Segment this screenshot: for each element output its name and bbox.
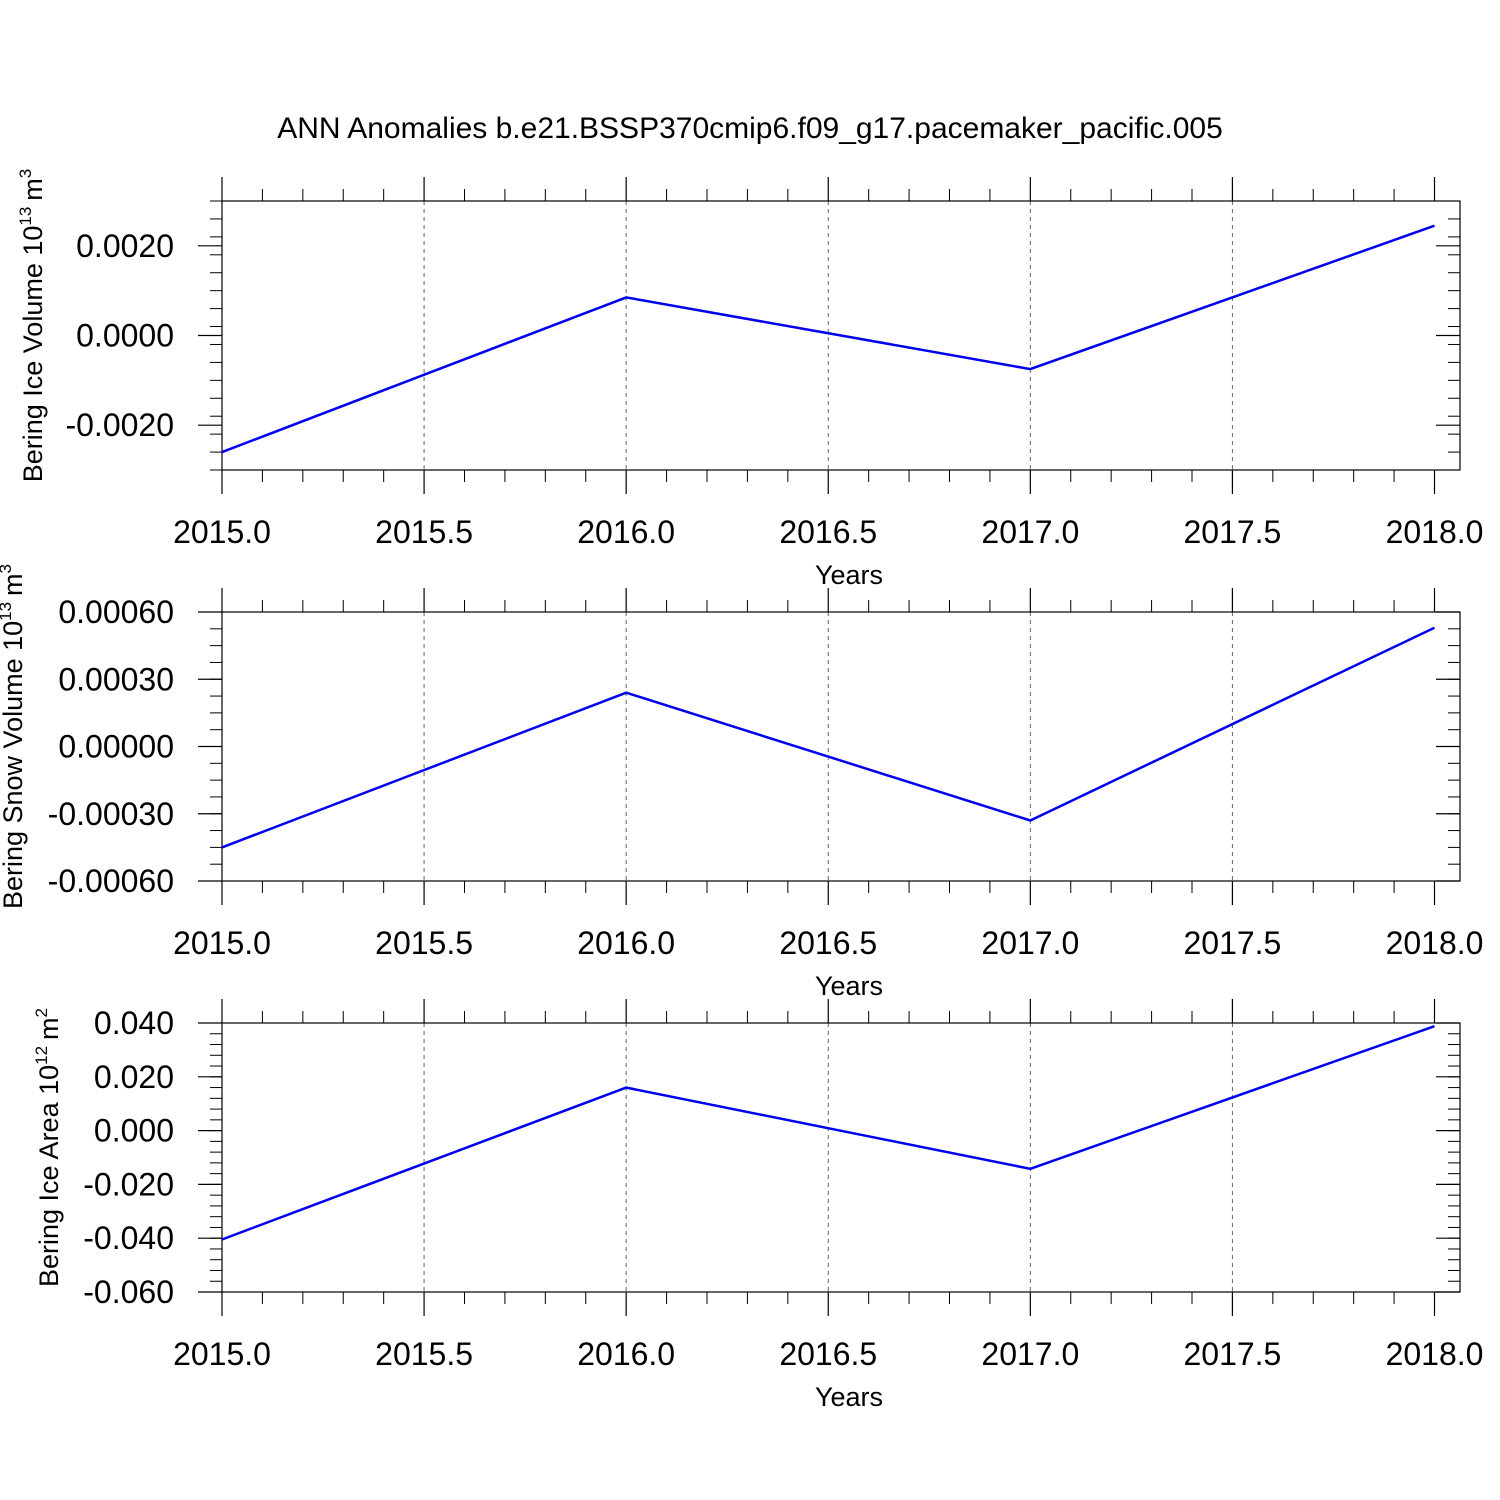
x-tick-label: 2016.0 [577, 514, 675, 550]
y-axis-label-exponent: 13 [0, 602, 15, 621]
y-tick-label: 0.00030 [58, 661, 174, 697]
x-tick-label: 2016.5 [779, 925, 877, 961]
series-line [221, 224, 1435, 454]
y-axis-label-text: Bering Snow Volume 10 [0, 621, 28, 909]
y-tick-label: -0.040 [83, 1220, 174, 1256]
x-tick-label: 2018.0 [1386, 1336, 1484, 1372]
y-axis-label-exponent: 12 [32, 1046, 51, 1065]
chart-panel-3: 2015.0 2015.5 2016.0 2016.5 2017.0 2017.5 2018… [32, 999, 1483, 1412]
x-tick-label: 2015.5 [375, 925, 473, 961]
chart-title: ANN Anomalies b.e21.BSSP370cmip6.f09_g17… [277, 112, 1223, 145]
x-axis-label: Years [815, 1382, 883, 1412]
plot-frame [221, 1022, 1461, 1293]
x-tick-label: 2017.5 [1183, 514, 1281, 550]
x-tick-label: 2016.0 [577, 925, 675, 961]
x-tick-label: 2017.5 [1183, 925, 1281, 961]
x-tick-label: 2017.5 [1183, 1336, 1281, 1372]
y-tick-label: 0.00000 [58, 729, 174, 765]
x-tick-label: 2015.5 [375, 1336, 473, 1372]
plot-frame [221, 611, 1461, 882]
y-tick-label: 0.040 [94, 1005, 174, 1041]
x-tick-label: 2016.5 [779, 514, 877, 550]
chart-panel-1: 2015.0 2015.5 2016.0 2016.5 2017.0 2017.5 2018… [16, 169, 1483, 590]
y-tick-label: 0.0000 [76, 318, 174, 354]
x-tick-label: 2015.5 [375, 514, 473, 550]
y-axis-label-text: Bering Ice Area 10 [34, 1065, 64, 1287]
y-tick-label: -0.060 [83, 1274, 174, 1310]
x-axis-label: Years [815, 971, 883, 1001]
x-tick-label: 2016.5 [779, 1336, 877, 1372]
chart-panel-2: 2015.0 2015.5 2016.0 2016.5 2017.0 2017.5 2018… [0, 564, 1483, 1001]
x-tick-label: 2015.0 [173, 925, 271, 961]
x-tick-label: 2017.0 [981, 1336, 1079, 1372]
y-axis-label-unit: m [34, 1017, 64, 1040]
x-tick-label: 2015.0 [173, 514, 271, 550]
y-tick-label: -0.0020 [65, 407, 174, 443]
y-axis-label-unit: m [18, 178, 48, 201]
y-axis-label-text: Bering Ice Volume 10 [18, 226, 48, 483]
x-tick-label: 2017.0 [981, 514, 1079, 550]
series-line [221, 1025, 1435, 1241]
y-tick-label: 0.020 [94, 1059, 174, 1095]
x-tick-label: 2015.0 [173, 1336, 271, 1372]
y-axis-label-unit-exponent: 3 [0, 564, 15, 573]
x-tick-label: 2018.0 [1386, 925, 1484, 961]
y-axis-label-unit-exponent: 3 [16, 169, 35, 178]
y-tick-label: 0.00060 [58, 594, 174, 630]
x-tick-label: 2017.0 [981, 925, 1079, 961]
y-tick-label: -0.00060 [48, 863, 174, 899]
y-axis-label: Bering Ice Area 1012 m2 [32, 1008, 64, 1287]
y-axis-label-unit-exponent: 2 [32, 1008, 51, 1017]
x-axis-label: Years [815, 560, 883, 590]
x-tick-label: 2016.0 [577, 1336, 675, 1372]
y-axis-label: Bering Ice Volume 1013 m3 [16, 169, 48, 483]
x-tick-label: 2018.0 [1386, 514, 1484, 550]
y-tick-label: 0.000 [94, 1113, 174, 1149]
y-tick-label: -0.00030 [48, 796, 174, 832]
series-line [221, 626, 1436, 849]
y-tick-label: 0.0020 [76, 228, 174, 264]
y-axis-label: Bering Snow Volume 1013 m3 [0, 564, 28, 909]
y-axis-label-exponent: 13 [16, 207, 35, 226]
y-tick-label: -0.020 [83, 1166, 174, 1202]
y-axis-label-unit: m [0, 573, 28, 596]
